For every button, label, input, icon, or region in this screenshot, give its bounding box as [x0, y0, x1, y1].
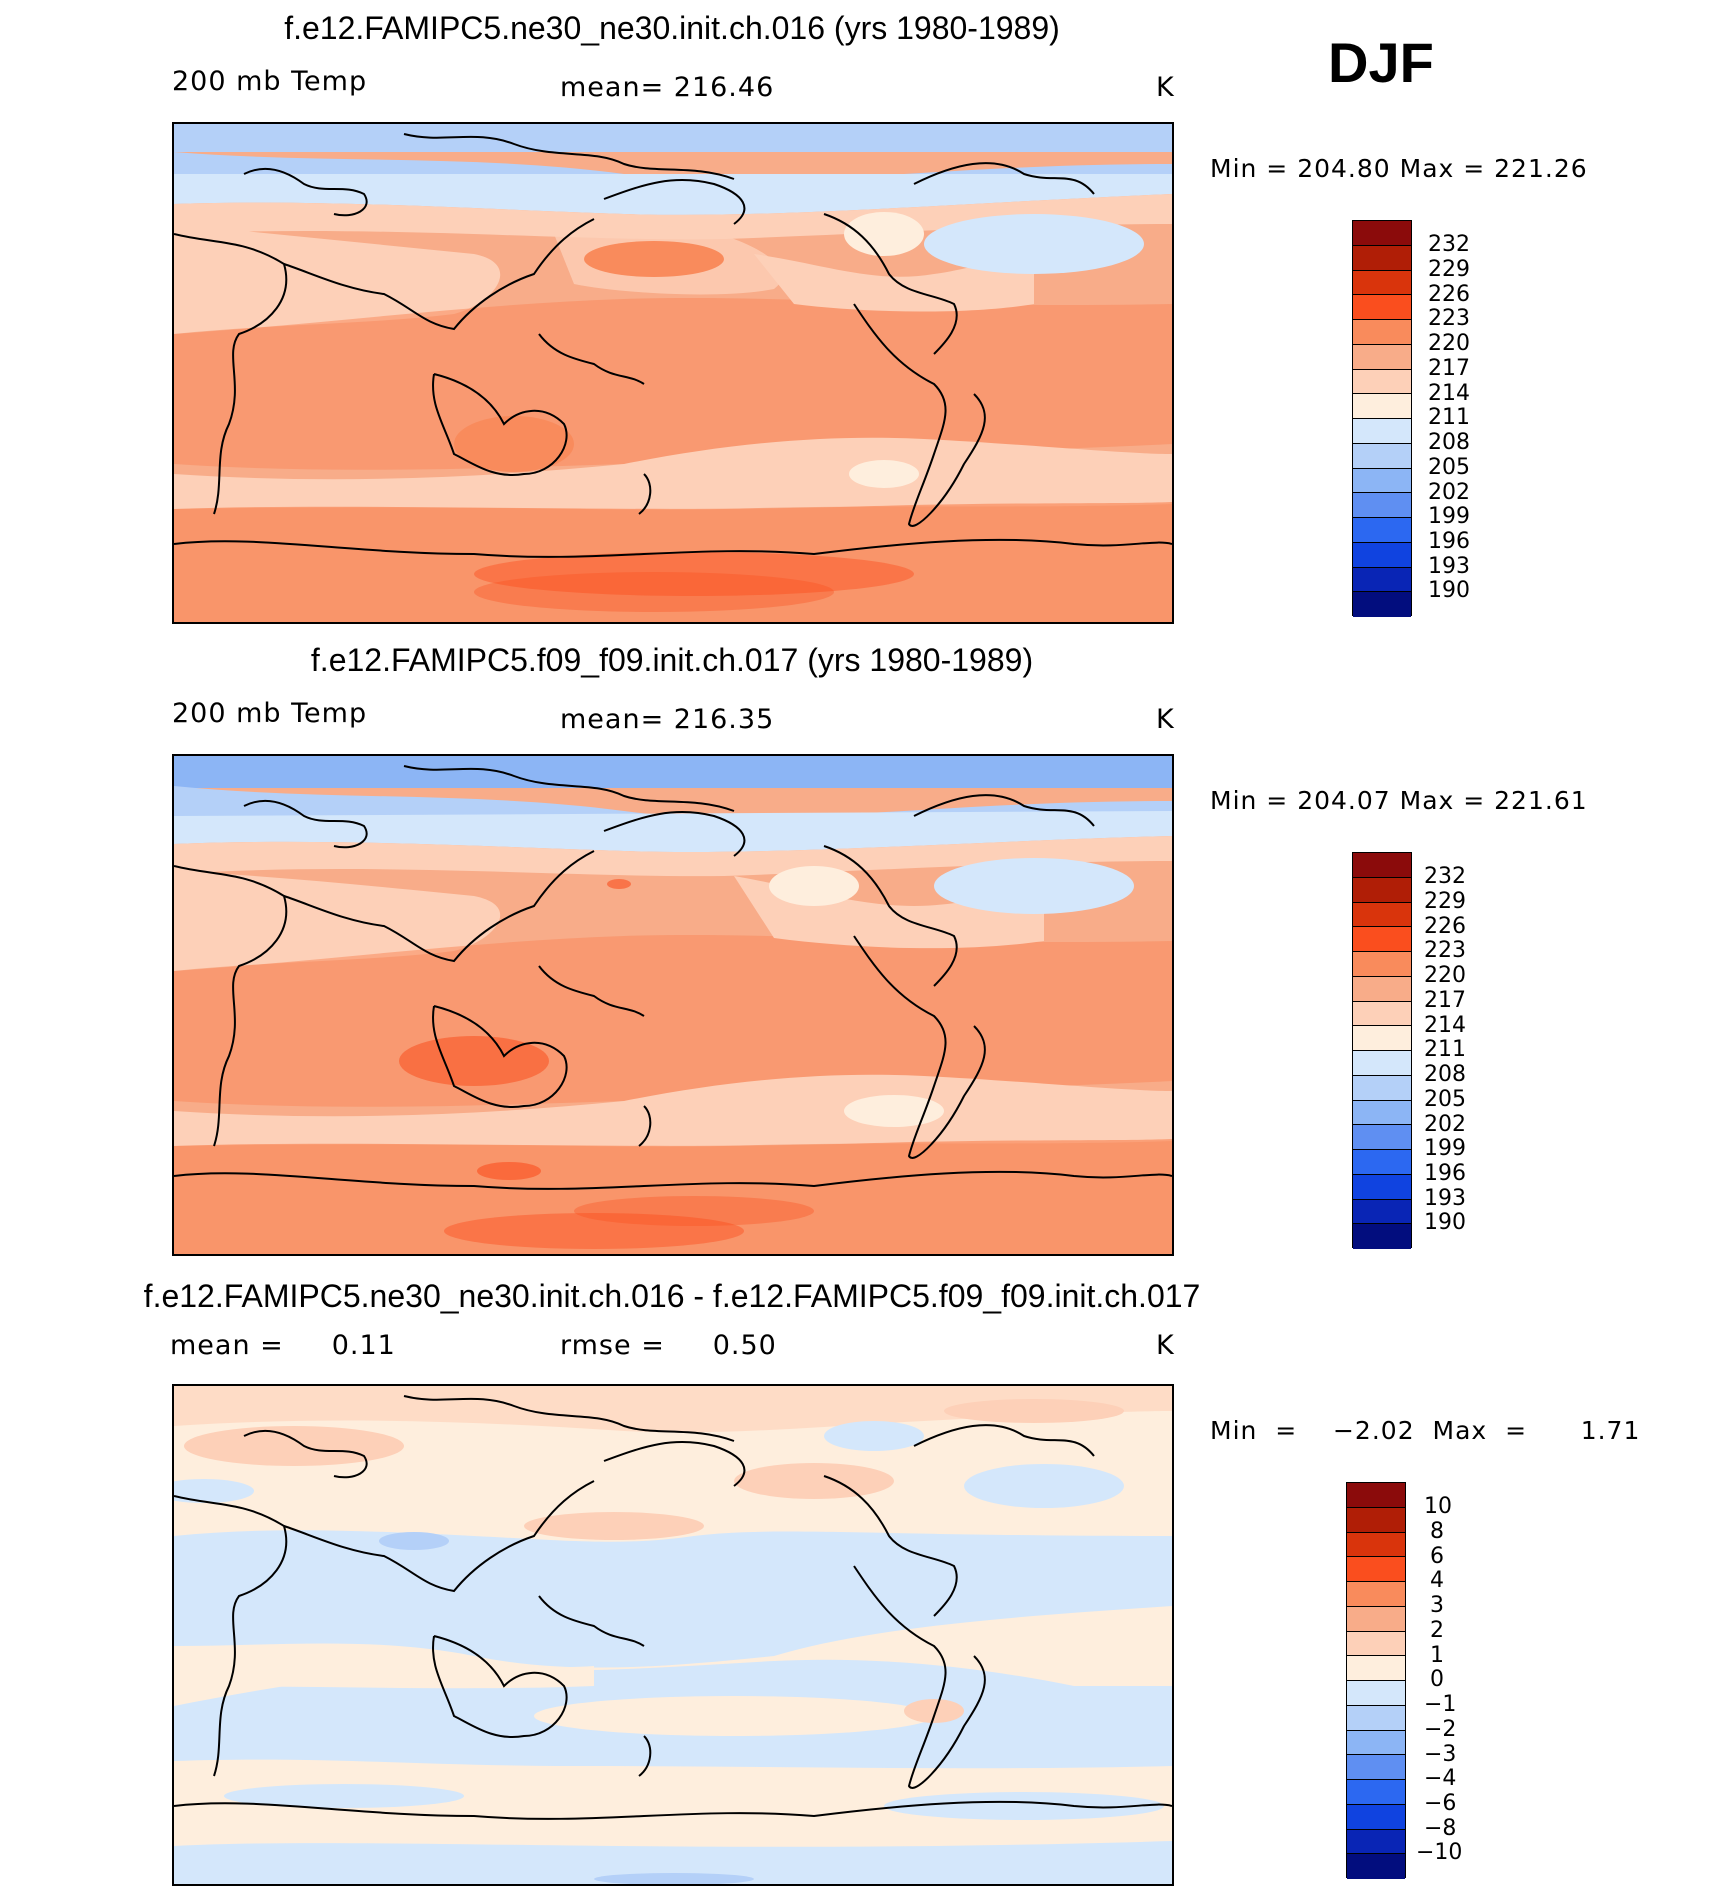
- panel1-minmax: Min = 204.80 Max = 221.26: [1210, 154, 1588, 183]
- panel1-mean-label: mean= 216.46: [560, 72, 775, 103]
- panel3-colorbar-label: −6: [1424, 1791, 1457, 1816]
- panel2-colorbar-label: 208: [1424, 1062, 1466, 1087]
- panel3-colorbar-label: −1: [1424, 1692, 1457, 1717]
- panel1-colorbar: [1352, 220, 1412, 617]
- panel1-colorbar-label: 205: [1428, 455, 1470, 480]
- panel1-colorbar-label: 223: [1428, 306, 1470, 331]
- panel3-rmse-label: rmse = 0.50: [560, 1330, 777, 1361]
- panel1-colorbar-label: 190: [1428, 578, 1470, 603]
- panel2-colorbar-label: 205: [1424, 1087, 1466, 1112]
- panel1-variable-label: 200 mb Temp: [172, 66, 368, 97]
- panel2-map: [172, 754, 1174, 1256]
- panel1-title: f.e12.FAMIPC5.ne30_ne30.init.ch.016 (yrs…: [284, 10, 1060, 46]
- panel3-colorbar-label: 10: [1424, 1494, 1452, 1519]
- panel3-colorbar-label: 3: [1430, 1593, 1444, 1618]
- panel1-colorbar-label: 208: [1428, 430, 1470, 455]
- panel3-colorbar-label: −2: [1424, 1717, 1457, 1742]
- panel3-colorbar-label: 1: [1430, 1643, 1444, 1668]
- panel3-mean-label: mean = 0.11: [170, 1330, 396, 1361]
- panel3-minmax: Min = −2.02 Max = 1.71: [1210, 1416, 1641, 1445]
- panel2-colorbar-label: 217: [1424, 988, 1466, 1013]
- panel2-colorbar-label: 211: [1424, 1037, 1466, 1062]
- panel2-colorbar-label: 193: [1424, 1186, 1466, 1211]
- panel1-colorbar-label: 193: [1428, 554, 1470, 579]
- panel2-units-label: K: [1156, 704, 1175, 735]
- panel1-colorbar-label: 232: [1428, 232, 1470, 257]
- panel2-colorbar-label: 226: [1424, 914, 1466, 939]
- season-label: DJF: [1328, 31, 1434, 94]
- panel2-colorbar-label: 214: [1424, 1013, 1466, 1038]
- panel1-map: [172, 122, 1174, 624]
- panel2-colorbar-label: 202: [1424, 1112, 1466, 1137]
- panel3-colorbar-label: −8: [1424, 1816, 1457, 1841]
- panel2-colorbar-label: 196: [1424, 1161, 1466, 1186]
- panel3-colorbar-label: 6: [1430, 1544, 1444, 1569]
- panel2-colorbar: [1352, 852, 1412, 1249]
- panel1-colorbar-label: 229: [1428, 257, 1470, 282]
- panel3-colorbar-label: −10: [1416, 1840, 1463, 1865]
- panel2-colorbar-label: 232: [1424, 864, 1466, 889]
- panel2-variable-label: 200 mb Temp: [172, 698, 368, 729]
- panel3-colorbar-label: 4: [1430, 1568, 1444, 1593]
- panel1-colorbar-label: 196: [1428, 529, 1470, 554]
- panel1-colorbar-label: 199: [1428, 504, 1470, 529]
- panel2-colorbar-label: 229: [1424, 889, 1466, 914]
- panel2-mean-label: mean= 216.35: [560, 704, 775, 735]
- panel1-colorbar-label: 211: [1428, 405, 1470, 430]
- panel2-colorbar-label: 220: [1424, 963, 1466, 988]
- panel3-title: f.e12.FAMIPC5.ne30_ne30.init.ch.016 - f.…: [143, 1278, 1201, 1314]
- panel2-title: f.e12.FAMIPC5.f09_f09.init.ch.017 (yrs 1…: [310, 642, 1034, 678]
- panel1-colorbar-label: 202: [1428, 480, 1470, 505]
- panel3-colorbar-label: 0: [1430, 1667, 1444, 1692]
- panel1-colorbar-label: 217: [1428, 356, 1470, 381]
- panel3-units-label: K: [1156, 1330, 1175, 1361]
- panel1-colorbar-label: 214: [1428, 381, 1470, 406]
- panel3-colorbar-label: −4: [1424, 1766, 1457, 1791]
- panel3-map: [172, 1384, 1174, 1886]
- panel2-colorbar-label: 190: [1424, 1210, 1466, 1235]
- panel3-colorbar-label: 2: [1430, 1618, 1444, 1643]
- panel1-colorbar-label: 220: [1428, 331, 1470, 356]
- panel3-colorbar-label: 8: [1430, 1519, 1444, 1544]
- panel2-colorbar-label: 223: [1424, 938, 1466, 963]
- panel2-colorbar-label: 199: [1424, 1136, 1466, 1161]
- panel3-colorbar-label: −3: [1424, 1742, 1457, 1767]
- panel1-colorbar-label: 226: [1428, 282, 1470, 307]
- panel3-colorbar: [1346, 1482, 1406, 1879]
- panel1-units-label: K: [1156, 72, 1175, 103]
- panel2-minmax: Min = 204.07 Max = 221.61: [1210, 786, 1588, 815]
